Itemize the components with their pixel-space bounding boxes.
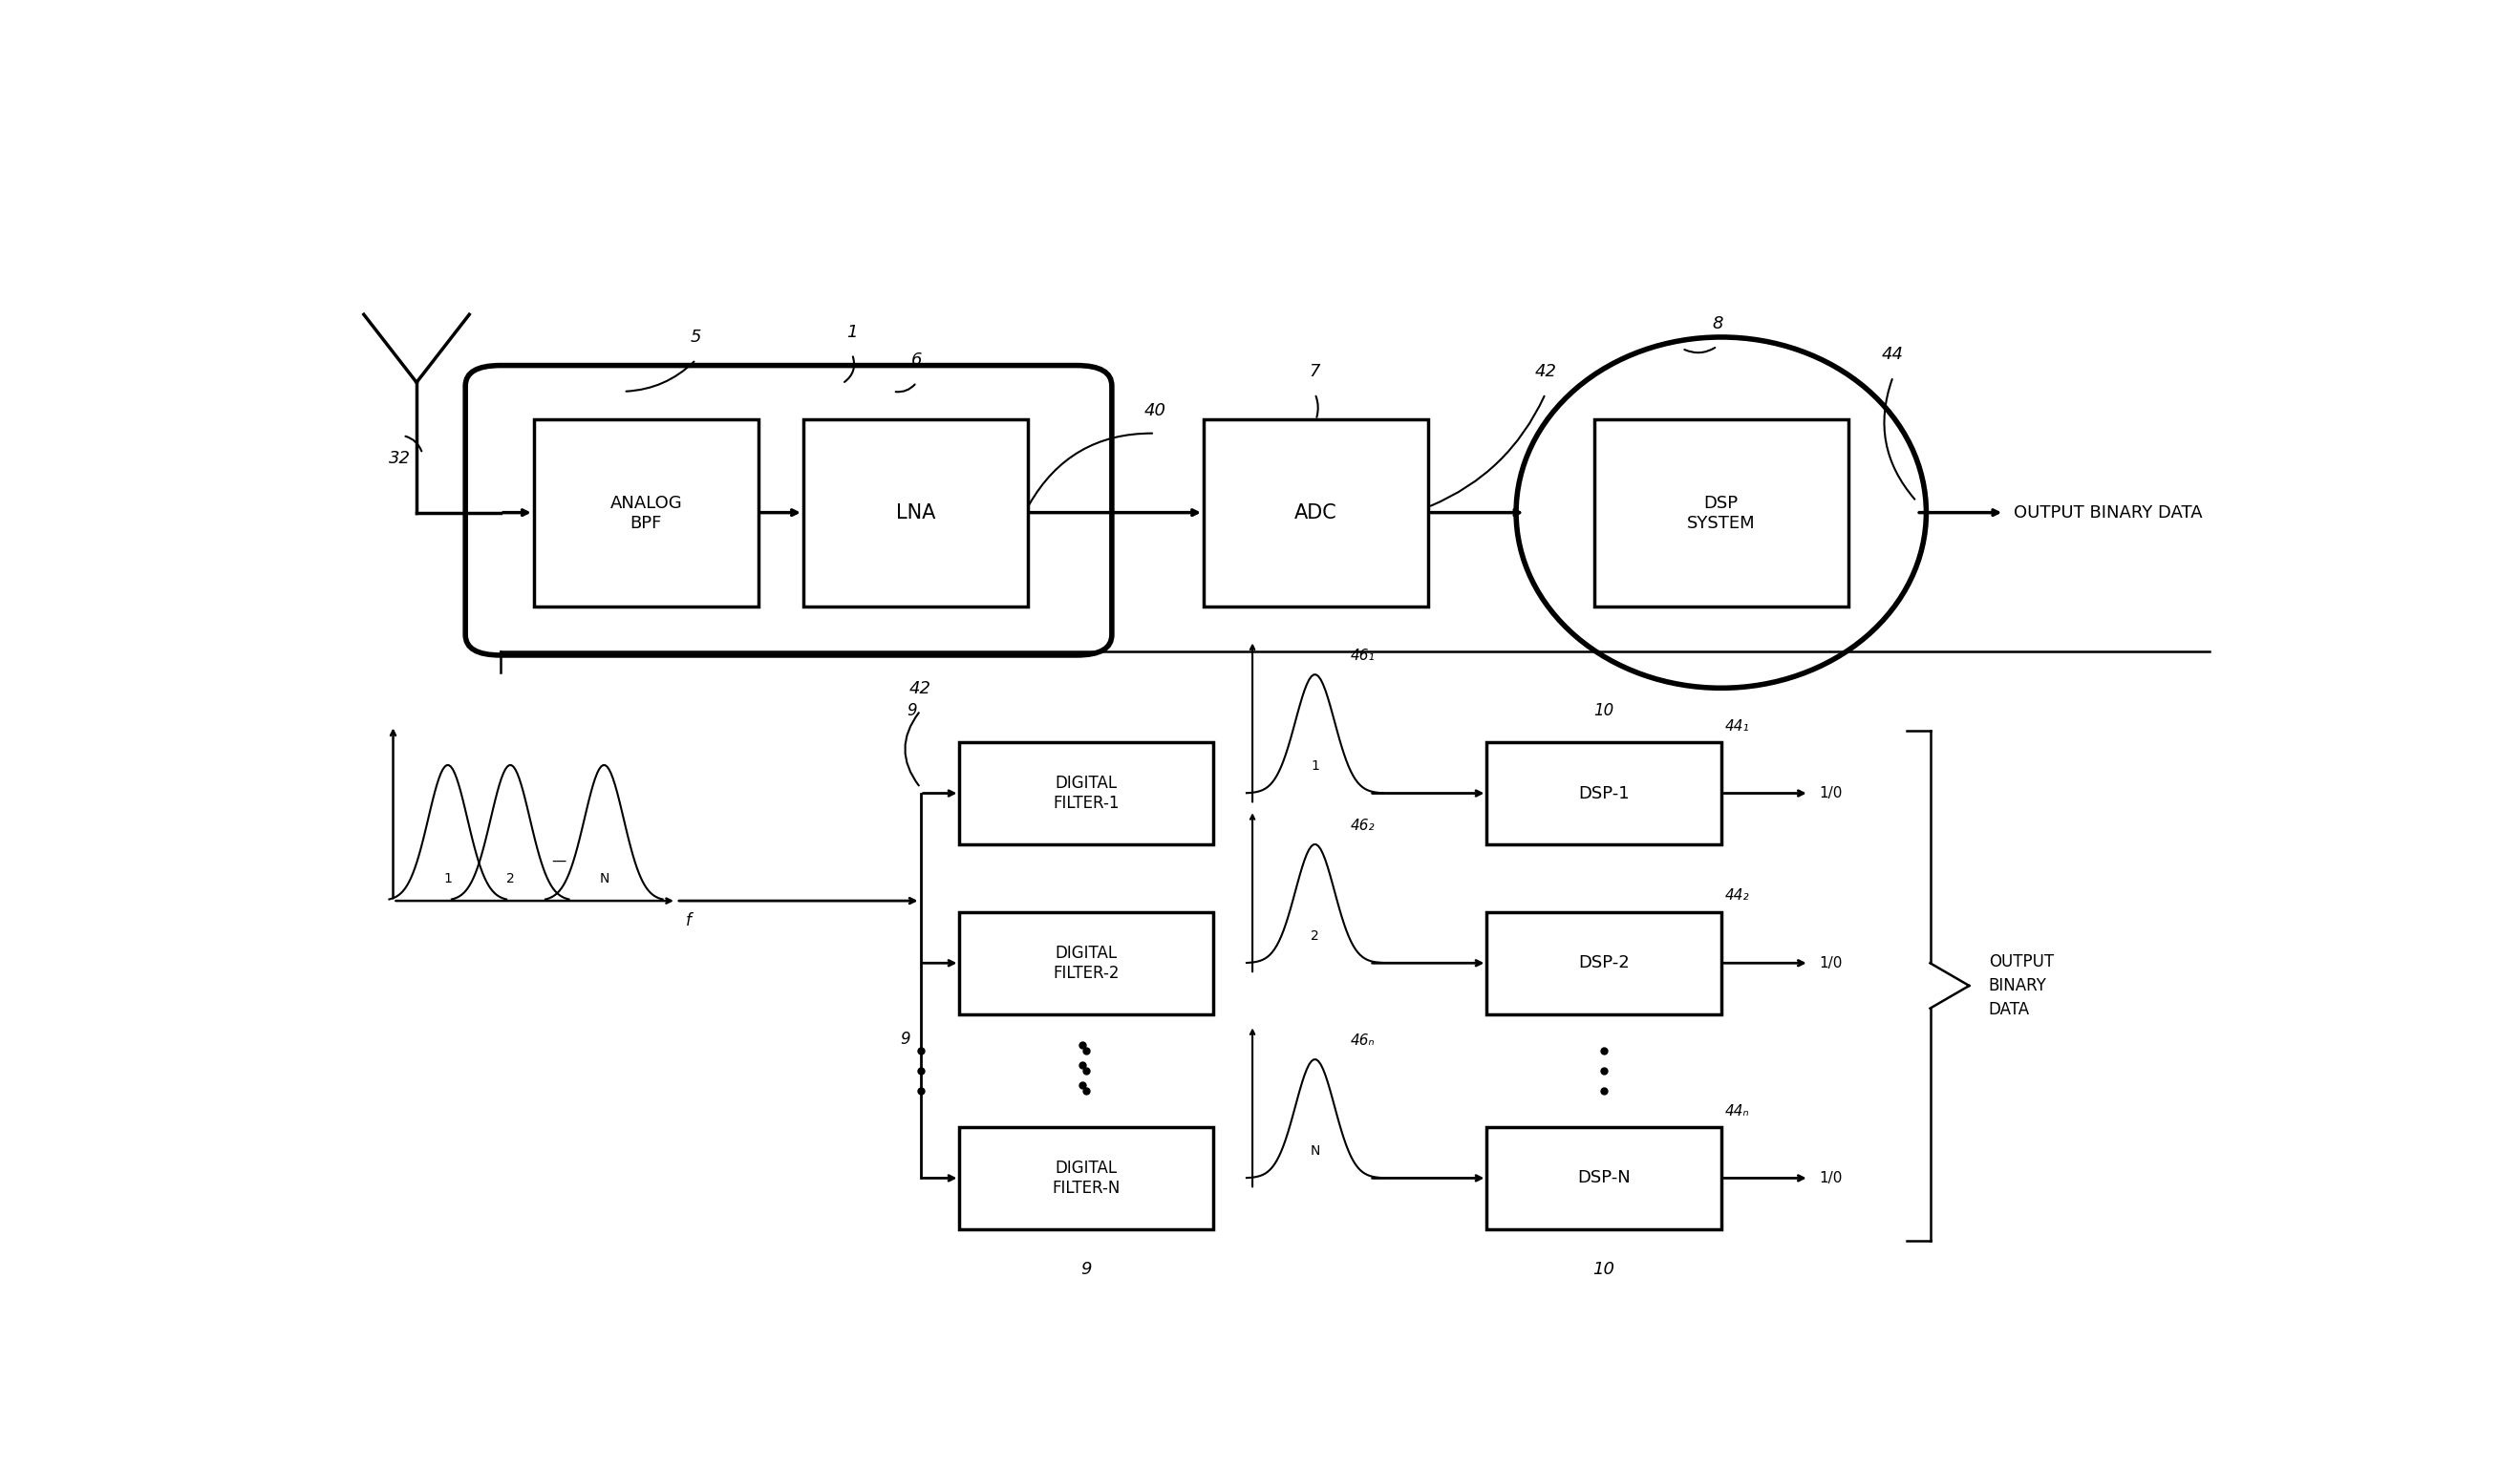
FancyArrowPatch shape	[627, 362, 693, 391]
Text: 1: 1	[444, 872, 451, 885]
Text: 1/0: 1/0	[1819, 1172, 1842, 1185]
Text: 9: 9	[1081, 1261, 1091, 1277]
Text: 44: 44	[1882, 345, 1905, 363]
Bar	[1487, 1127, 1721, 1229]
Bar	[960, 742, 1215, 844]
Text: DSP-1: DSP-1	[1578, 785, 1630, 801]
Text: 44ₙ: 44ₙ	[1726, 1104, 1749, 1119]
Ellipse shape	[1517, 337, 1925, 688]
Text: 10: 10	[1593, 1261, 1615, 1277]
FancyArrowPatch shape	[406, 437, 421, 451]
Text: DIGITAL
FILTER-N: DIGITAL FILTER-N	[1053, 1160, 1121, 1197]
Bar	[960, 911, 1215, 1014]
FancyArrowPatch shape	[895, 385, 915, 392]
Text: 2: 2	[507, 872, 514, 885]
Bar	[804, 420, 1028, 607]
Text: 46ₙ: 46ₙ	[1351, 1033, 1373, 1048]
FancyArrowPatch shape	[1683, 347, 1716, 353]
Text: 44₂: 44₂	[1726, 889, 1749, 903]
FancyArrowPatch shape	[905, 713, 920, 785]
Text: OUTPUT BINARY DATA: OUTPUT BINARY DATA	[2013, 504, 2202, 522]
Text: f: f	[685, 911, 690, 929]
Text: 42: 42	[1535, 363, 1557, 381]
Text: 1: 1	[1310, 760, 1318, 773]
Bar	[960, 1127, 1215, 1229]
Text: OUTPUT
BINARY
DATA: OUTPUT BINARY DATA	[1988, 953, 2054, 1019]
Text: ANALOG
BPF: ANALOG BPF	[610, 494, 683, 532]
Text: 44₁: 44₁	[1726, 719, 1749, 734]
FancyArrowPatch shape	[844, 357, 854, 382]
Bar	[1205, 420, 1429, 607]
Text: N: N	[600, 872, 610, 885]
FancyArrowPatch shape	[1028, 434, 1152, 504]
Text: 46₂: 46₂	[1351, 819, 1373, 833]
Text: LNA: LNA	[895, 504, 935, 523]
Bar	[1487, 911, 1721, 1014]
Text: ADC: ADC	[1295, 504, 1338, 523]
Bar	[534, 420, 759, 607]
FancyArrowPatch shape	[1431, 395, 1545, 506]
Text: —: —	[552, 854, 567, 869]
Text: DIGITAL
FILTER-1: DIGITAL FILTER-1	[1053, 775, 1119, 811]
Text: DSP-2: DSP-2	[1578, 954, 1630, 972]
Text: 9: 9	[900, 1030, 910, 1048]
Bar	[1487, 742, 1721, 844]
Text: 10: 10	[1593, 703, 1615, 720]
Text: DIGITAL
FILTER-2: DIGITAL FILTER-2	[1053, 945, 1119, 982]
Text: 1/0: 1/0	[1819, 786, 1842, 801]
Bar	[1595, 420, 1847, 607]
Text: 46₁: 46₁	[1351, 648, 1373, 663]
Text: 6: 6	[912, 351, 922, 369]
Text: 9: 9	[907, 703, 917, 720]
Text: 2: 2	[1310, 929, 1318, 942]
Text: 8: 8	[1711, 316, 1724, 332]
Text: 40: 40	[1144, 403, 1167, 420]
Text: 7: 7	[1310, 363, 1320, 381]
Text: 32: 32	[388, 450, 411, 467]
Text: DSP
SYSTEM: DSP SYSTEM	[1686, 494, 1756, 532]
Text: 1: 1	[847, 323, 857, 341]
Text: N: N	[1310, 1144, 1320, 1158]
Text: 5: 5	[690, 329, 701, 347]
Text: 42: 42	[910, 681, 932, 697]
FancyArrowPatch shape	[1885, 379, 1915, 500]
Text: DSP-N: DSP-N	[1578, 1170, 1630, 1186]
Text: 1/0: 1/0	[1819, 956, 1842, 970]
